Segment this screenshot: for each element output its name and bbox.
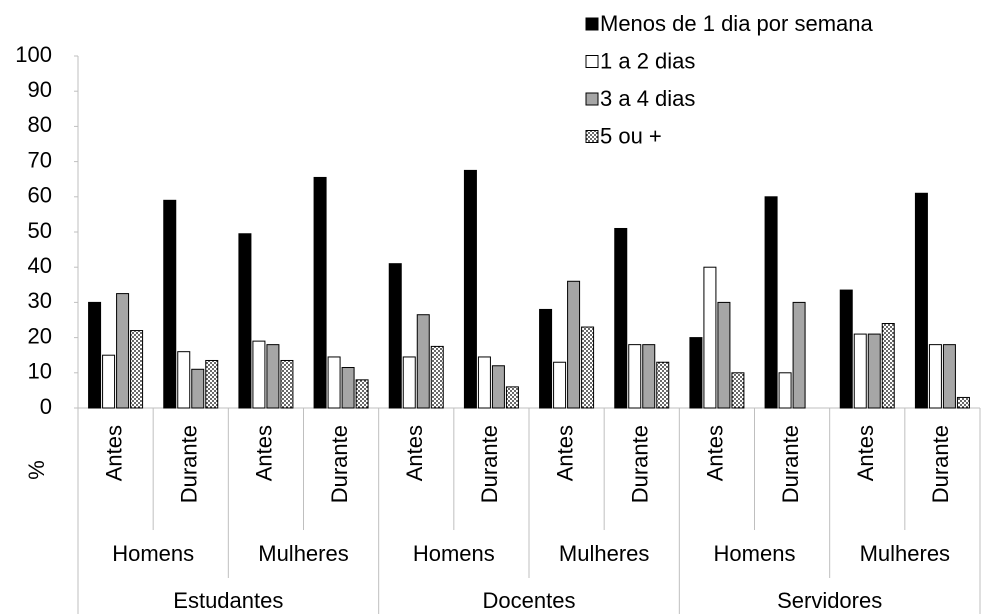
group-label: Docentes — [483, 588, 576, 613]
x-tick-label: Antes — [703, 425, 728, 481]
bar — [792, 301, 806, 409]
y-tick-label: 30 — [28, 288, 52, 313]
bar — [102, 354, 116, 409]
bar — [191, 368, 205, 409]
bar — [205, 359, 219, 409]
x-tick-label: Durante — [177, 425, 202, 503]
bar — [539, 308, 553, 409]
bar — [491, 365, 505, 409]
subgroup-label: Mulheres — [559, 541, 649, 566]
bar — [881, 323, 895, 409]
bar — [731, 372, 745, 409]
bar — [238, 233, 252, 409]
y-tick-label: 80 — [28, 112, 52, 137]
bar — [567, 280, 581, 409]
x-tick-label: Antes — [252, 425, 277, 481]
bar — [928, 344, 942, 409]
bar — [463, 169, 477, 409]
x-tick-label: Durante — [327, 425, 352, 503]
group-label: Estudantes — [173, 588, 283, 613]
y-tick-label: 40 — [28, 253, 52, 278]
x-tick-label: Durante — [628, 425, 653, 503]
bar — [656, 361, 670, 409]
y-tick-label: 10 — [28, 359, 52, 384]
bar — [764, 196, 778, 409]
legend-label: 1 a 2 dias — [600, 48, 695, 73]
bar — [327, 356, 341, 409]
bar — [416, 314, 430, 409]
bar — [130, 330, 144, 409]
bar — [355, 379, 369, 409]
bar — [689, 337, 703, 409]
group-label: Servidores — [777, 588, 882, 613]
bar — [430, 345, 444, 409]
x-tick-label: Durante — [477, 425, 502, 503]
x-tick-label: Durante — [928, 425, 953, 503]
bar — [388, 263, 402, 409]
legend-label: 3 a 4 dias — [600, 86, 695, 111]
x-tick-label: Antes — [853, 425, 878, 481]
bar — [313, 176, 327, 409]
bar — [581, 326, 595, 409]
bar — [163, 199, 177, 409]
bar — [839, 289, 853, 409]
legend-swatch — [585, 92, 599, 106]
legend-label: Menos de 1 dia por semana — [600, 11, 873, 36]
bar — [402, 356, 416, 409]
y-tick-label: 60 — [28, 183, 52, 208]
y-tick-label: 70 — [28, 147, 52, 172]
x-tick-label: Durante — [778, 425, 803, 503]
bar — [717, 301, 731, 409]
x-tick-label: Antes — [101, 425, 126, 481]
bar — [853, 333, 867, 409]
legend-label: 5 ou + — [600, 123, 662, 148]
legend-swatch — [585, 130, 599, 143]
bar — [642, 344, 656, 409]
bar — [88, 301, 102, 409]
bar — [177, 351, 191, 409]
bar — [942, 344, 956, 409]
legend-swatch — [585, 55, 599, 68]
y-tick-label: 90 — [28, 77, 52, 102]
y-axis-label: % — [24, 460, 49, 480]
bar — [778, 372, 792, 409]
bar — [703, 266, 717, 409]
bar — [628, 344, 642, 409]
bar — [341, 367, 355, 409]
y-tick-label: 50 — [28, 218, 52, 243]
bar — [266, 344, 280, 409]
x-tick-label: Antes — [402, 425, 427, 481]
y-tick-label: 100 — [15, 42, 52, 67]
bar — [914, 192, 928, 409]
subgroup-label: Mulheres — [258, 541, 348, 566]
bar — [867, 333, 881, 409]
bar — [116, 293, 130, 409]
bar — [280, 359, 294, 409]
legend-swatch — [585, 17, 599, 31]
subgroup-label: Homens — [112, 541, 194, 566]
y-tick-label: 20 — [28, 323, 52, 348]
subgroup-label: Homens — [413, 541, 495, 566]
bar — [477, 356, 491, 409]
bar — [956, 396, 970, 409]
bar — [614, 227, 628, 409]
bar — [553, 361, 567, 409]
bar — [252, 340, 266, 409]
subgroup-label: Homens — [714, 541, 796, 566]
subgroup-label: Mulheres — [860, 541, 950, 566]
y-tick-label: 0 — [40, 394, 52, 419]
x-tick-label: Antes — [552, 425, 577, 481]
bar — [505, 386, 519, 409]
